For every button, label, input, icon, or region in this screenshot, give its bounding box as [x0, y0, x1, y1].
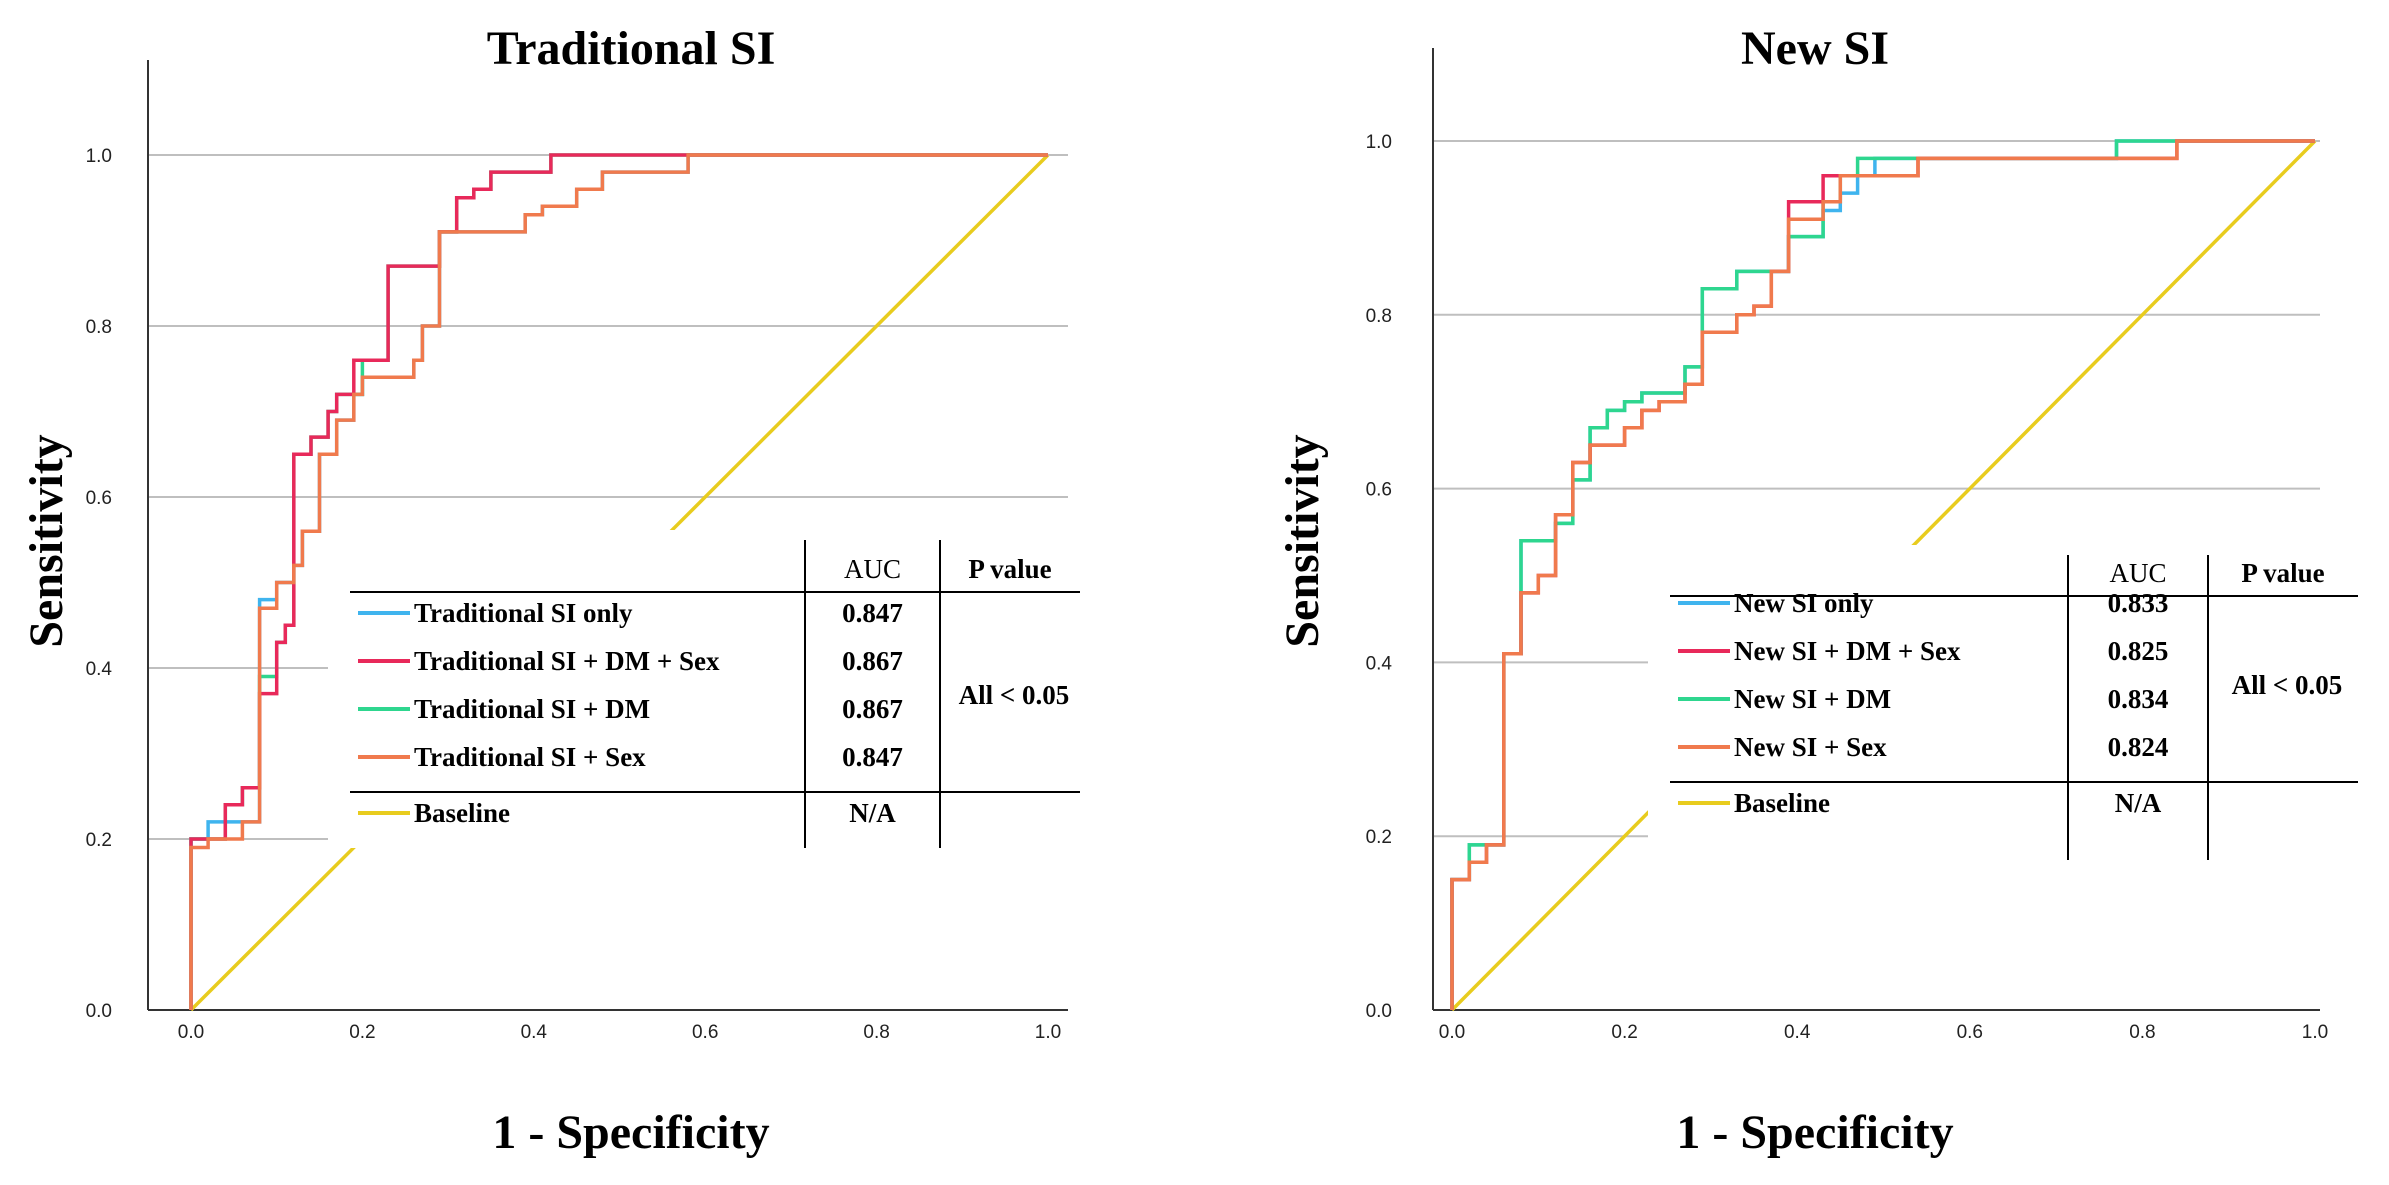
chart-title: Traditional SI [487, 22, 776, 75]
legend-background [328, 530, 1080, 848]
x-tick-label: 0.8 [2129, 1022, 2155, 1043]
legend-p-value: All < 0.05 [959, 680, 1070, 710]
legend-header-p-value: P value [968, 554, 1051, 584]
y-axis-title: Sensitivity [20, 434, 73, 647]
legend-auc-value: N/A [849, 798, 896, 828]
x-tick-label: 1.0 [2302, 1022, 2328, 1043]
legend-auc-value: 0.867 [842, 694, 903, 724]
x-tick-label: 0.2 [349, 1022, 375, 1043]
plot-area: 0.0 0.2 0.4 0.6 0.8 1.0 0.0 0.2 0.4 0.6 0.8 1.0 AUC P… [1366, 48, 2358, 1043]
legend-auc-value: 0.867 [842, 646, 903, 676]
x-tick-label: 0.8 [863, 1022, 889, 1043]
legend-header-p-value: P value [2241, 558, 2324, 588]
series-line-traditional-si-dm-sex [189, 153, 1048, 1010]
y-tick-label: 0.4 [1366, 653, 1393, 674]
x-tick-label: 0.4 [1784, 1022, 1811, 1043]
y-tick-label: 0.6 [86, 488, 112, 509]
x-tick-label: 0.4 [521, 1022, 548, 1043]
legend-label-baseline: Baseline [414, 798, 510, 828]
legend-auc-value: 0.824 [2108, 732, 2169, 762]
legend-label-traditional-si-dm-sex: Traditional SI + DM + Sex [414, 646, 720, 676]
y-tick-label: 0.6 [1366, 480, 1392, 501]
y-tick-label: 0.0 [86, 1001, 112, 1022]
legend-label-new-si-sex: New SI + Sex [1734, 732, 1887, 762]
y-tick-label: 0.8 [1366, 306, 1392, 327]
y-tick-label: 0.0 [1366, 1001, 1392, 1022]
legend-label-new-si-only: New SI only [1734, 588, 1874, 618]
legend-auc-value: 0.847 [842, 742, 903, 772]
legend-label-new-si-dm: New SI + DM [1734, 684, 1891, 714]
x-tick-label: 0.0 [178, 1022, 204, 1043]
legend-background [1648, 545, 2358, 860]
series-line-traditional-si-sex [189, 153, 1048, 1010]
legend-label-traditional-si-sex: Traditional SI + Sex [414, 742, 646, 772]
y-tick-label: 0.4 [86, 659, 113, 680]
legend-header-auc: AUC [844, 554, 901, 584]
legend-auc-value: 0.834 [2108, 684, 2169, 714]
legend-p-value: All < 0.05 [2232, 670, 2343, 700]
legend-label-traditional-si-dm: Traditional SI + DM [414, 694, 650, 724]
legend-auc-value: 0.847 [842, 598, 903, 628]
legend-auc-value: N/A [2115, 788, 2162, 818]
x-axis-title: 1 - Specificity [1676, 1106, 1953, 1159]
x-tick-label: 0.0 [1439, 1022, 1465, 1043]
series-line-new-si-sex [1450, 139, 2315, 1010]
legend-label-traditional-si-only: Traditional SI only [414, 598, 633, 628]
x-axis-title: 1 - Specificity [492, 1106, 769, 1159]
legend-header-auc: AUC [2109, 558, 2166, 588]
plot-area: 0.0 0.2 0.4 0.6 0.8 1.0 0.0 0.2 0.4 0.6 0.8 1.0 AUC P… [86, 60, 1080, 1043]
x-tick-label: 0.6 [1957, 1022, 1983, 1043]
x-tick-label: 1.0 [1035, 1022, 1061, 1043]
new-si-panel: New SI Sensitivity 1 - Specificity 0.00.… [1276, 22, 2358, 1159]
y-tick-label: 0.2 [1366, 827, 1392, 848]
legend-label-baseline: Baseline [1734, 788, 1830, 818]
legend-auc-value: 0.833 [2108, 588, 2169, 618]
legend-auc-value: 0.825 [2108, 636, 2169, 666]
traditional-si-panel: Traditional SI 1 - Specificity Sensitivi… [20, 22, 1080, 1159]
y-tick-label: 1.0 [86, 146, 112, 167]
x-tick-label: 0.6 [692, 1022, 718, 1043]
x-tick-label: 0.2 [1611, 1022, 1637, 1043]
legend-label-new-si-dm-sex: New SI + DM + Sex [1734, 636, 1961, 666]
y-tick-label: 0.2 [86, 830, 112, 851]
chart-title: New SI [1741, 22, 1889, 75]
y-axis-title: Sensitivity [1276, 434, 1329, 647]
y-tick-label: 1.0 [1366, 132, 1392, 153]
y-tick-label: 0.8 [86, 317, 112, 338]
